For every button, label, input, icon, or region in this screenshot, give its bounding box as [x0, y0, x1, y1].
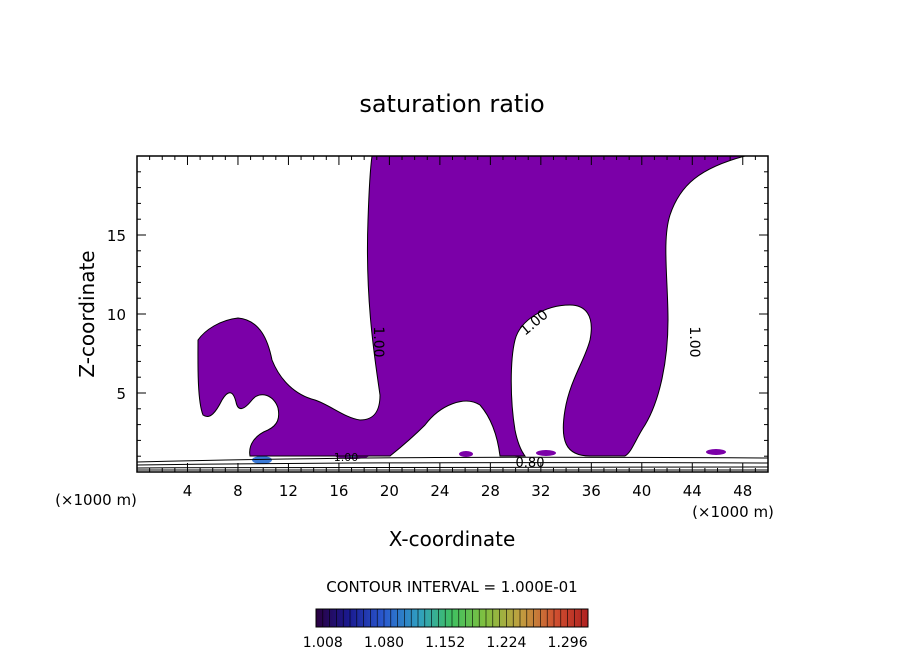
colorbar-tick-label: 1.152 [425, 635, 465, 651]
y-tick-label: 5 [116, 385, 126, 403]
surface-blob [536, 450, 556, 456]
contour-label: 1.00 [370, 326, 386, 357]
x-tick-label: 8 [233, 482, 243, 500]
x-tick-label: 4 [183, 482, 193, 500]
chart-title: saturation ratio [359, 90, 544, 118]
x-axis-label: X-coordinate [389, 527, 516, 551]
y-axis-label: Z-coordinate [75, 250, 99, 377]
x-tick-label: 44 [683, 482, 702, 500]
contour-interval-text: CONTOUR INTERVAL = 1.000E-01 [326, 578, 577, 596]
colorbar-tick-label: 1.224 [486, 635, 526, 651]
colorbar-divisions [322, 609, 582, 627]
colorbar-tick-label: 1.080 [364, 635, 404, 651]
surface-blob [459, 451, 473, 457]
filled-region-group [137, 156, 768, 471]
contour-label: 1.00 [686, 326, 702, 357]
x-tick-label: 24 [430, 482, 449, 500]
colorbar-tick-label: 1.008 [303, 635, 343, 651]
x-unit-label-right: (×1000 m) [692, 503, 774, 521]
x-tick-label: 12 [279, 482, 298, 500]
surface-blob [706, 449, 726, 455]
colorbar-tick-label: 1.296 [548, 635, 588, 651]
contour-label: 0.80 [516, 456, 545, 471]
colorbar-ticks: 1.008 1.080 1.152 1.224 1.296 [303, 635, 588, 651]
y-tick-label: 15 [107, 227, 126, 245]
x-tick-label: 20 [380, 482, 399, 500]
x-tick-label: 48 [733, 482, 752, 500]
x-tick-label: 32 [531, 482, 550, 500]
contour-label: 1.00 [334, 451, 359, 464]
surface-blob [252, 456, 272, 464]
x-tick-label: 40 [632, 482, 651, 500]
x-unit-label-left: (×1000 m) [55, 491, 137, 509]
surface-contours [137, 456, 768, 471]
x-tick-label: 28 [481, 482, 500, 500]
x-tick-label: 36 [582, 482, 601, 500]
y-tick-label: 10 [107, 306, 126, 324]
x-tick-label: 16 [329, 482, 348, 500]
